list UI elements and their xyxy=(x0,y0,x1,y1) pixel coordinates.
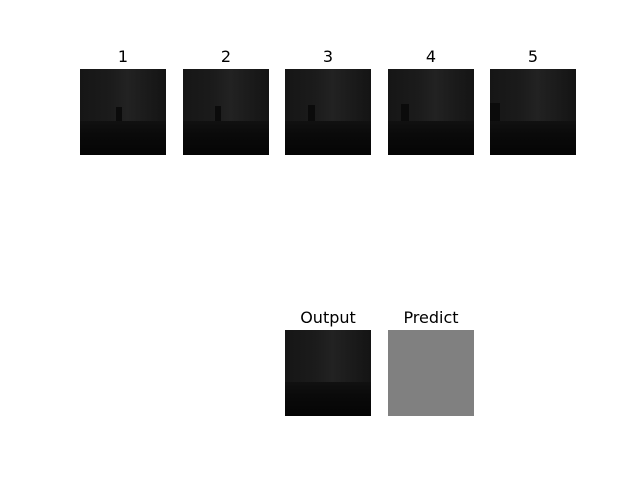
frame-image-3 xyxy=(285,69,371,155)
frame-image-2 xyxy=(183,69,269,155)
frame-title-3: 3 xyxy=(322,47,334,66)
object-silhouette xyxy=(490,103,500,121)
output-image xyxy=(285,330,371,416)
object-silhouette xyxy=(215,106,221,121)
frame-title-1: 1 xyxy=(117,47,129,66)
output-title: Output xyxy=(300,308,356,327)
frame-title-4: 4 xyxy=(425,47,437,66)
predict-image xyxy=(388,330,474,416)
object-silhouette xyxy=(308,105,315,121)
object-silhouette xyxy=(116,107,122,121)
predict-title: Predict xyxy=(403,308,459,327)
object-silhouette xyxy=(401,104,409,121)
frame-image-1 xyxy=(80,69,166,155)
frame-title-5: 5 xyxy=(527,47,539,66)
frame-title-2: 2 xyxy=(220,47,232,66)
frame-image-5 xyxy=(490,69,576,155)
frame-image-4 xyxy=(388,69,474,155)
